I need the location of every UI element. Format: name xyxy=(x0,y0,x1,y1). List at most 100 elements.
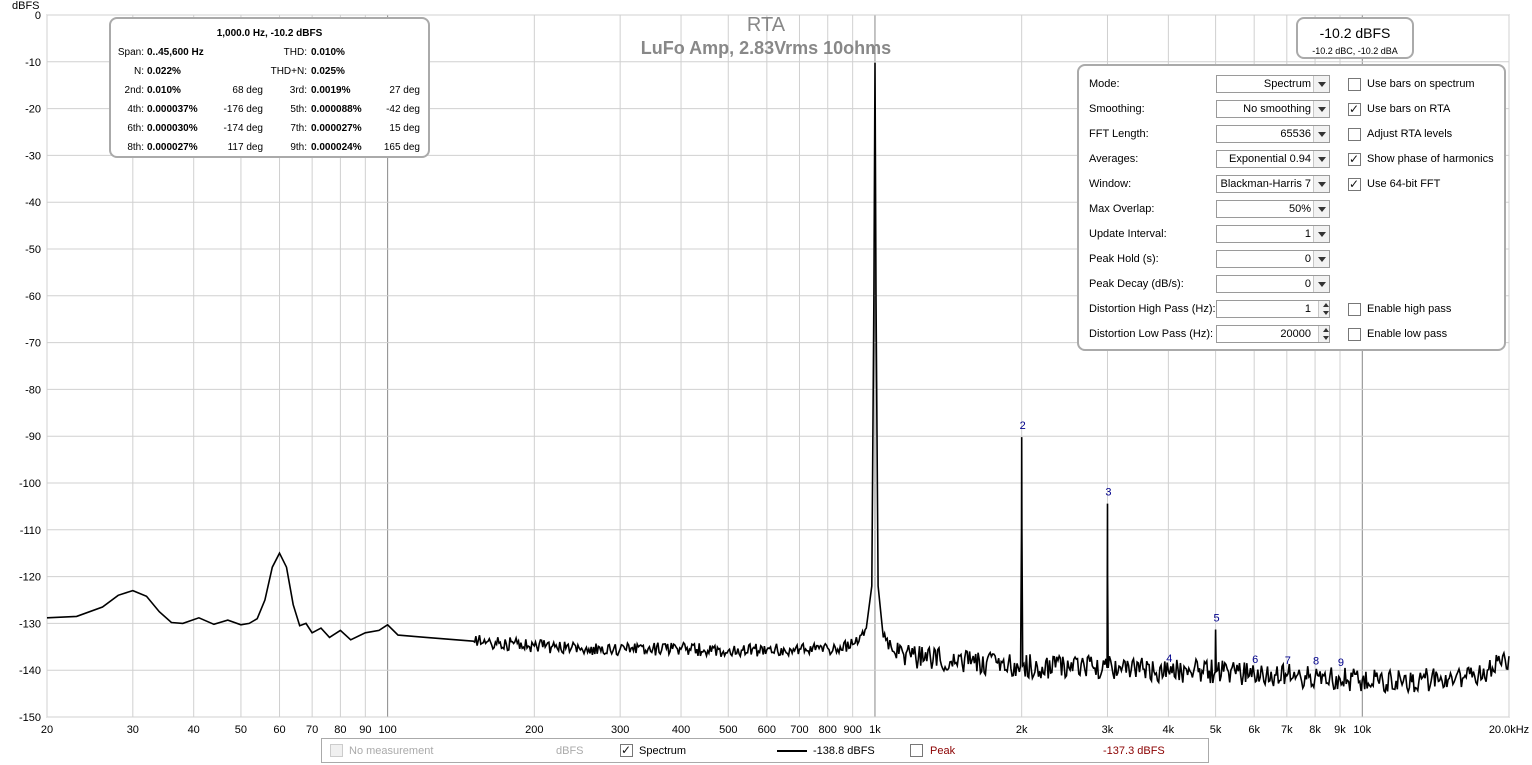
thdn-label: THD+N: xyxy=(270,66,307,77)
peak-checkbox[interactable] xyxy=(910,744,923,757)
setting-dropdown[interactable]: Exponential 0.94 xyxy=(1216,150,1330,168)
peak-label: Peak xyxy=(930,745,956,757)
x-tick-label: 600 xyxy=(758,724,776,736)
setting-dropdown[interactable]: 0 xyxy=(1216,250,1330,268)
spin-down-icon[interactable] xyxy=(1323,311,1329,315)
x-tick-label: 2k xyxy=(1016,724,1028,736)
y-tick-label: -120 xyxy=(19,572,41,584)
x-tick-label: 6k xyxy=(1248,724,1260,736)
harmonic-value: 0.000088% xyxy=(311,104,362,115)
y-tick-label: -50 xyxy=(25,244,41,256)
setting-value: Spectrum xyxy=(1263,78,1311,90)
x-tick-label: 800 xyxy=(819,724,837,736)
x-tick-label: 1k xyxy=(869,724,881,736)
x-tick-label: 3k xyxy=(1102,724,1114,736)
chevron-down-icon[interactable] xyxy=(1313,126,1329,142)
spin-up-icon[interactable] xyxy=(1323,303,1329,307)
spin-arrows-icon[interactable] xyxy=(1318,326,1329,342)
setting-spinbox[interactable]: 1 xyxy=(1216,300,1330,318)
chevron-down-icon[interactable] xyxy=(1313,201,1329,217)
harmonic-value: 0.000024% xyxy=(311,142,362,153)
setting-value: Exponential 0.94 xyxy=(1229,153,1311,165)
chevron-down-icon[interactable] xyxy=(1313,101,1329,117)
option-checkbox[interactable] xyxy=(1348,128,1361,141)
x-tick-label: 900 xyxy=(843,724,861,736)
harmonic-label: 5th: xyxy=(290,104,307,115)
harmonic-label: 6th: xyxy=(127,123,144,134)
chevron-down-icon[interactable] xyxy=(1313,226,1329,242)
x-tick-label: 700 xyxy=(790,724,808,736)
chevron-down-icon[interactable] xyxy=(1313,251,1329,267)
option-checkbox[interactable] xyxy=(1348,102,1361,116)
chevron-down-icon[interactable] xyxy=(1313,176,1329,192)
noise-label: N: xyxy=(134,66,144,77)
y-tick-label: -140 xyxy=(19,665,41,677)
option-label: Use 64-bit FFT xyxy=(1367,178,1441,190)
chevron-down-icon[interactable] xyxy=(1313,276,1329,292)
option-label: Enable high pass xyxy=(1367,303,1452,315)
harmonic-value: 0.000030% xyxy=(147,123,198,134)
y-tick-label: -30 xyxy=(25,150,41,162)
spectrum-value: -138.8 dBFS xyxy=(813,745,875,757)
y-tick-label: 0 xyxy=(35,10,41,22)
setting-label: Averages: xyxy=(1089,153,1139,165)
setting-dropdown[interactable]: No smoothing xyxy=(1216,100,1330,118)
setting-label: Window: xyxy=(1089,178,1132,190)
option-checkbox[interactable] xyxy=(1348,328,1361,341)
x-tick-label: 5k xyxy=(1210,724,1222,736)
spectrum-line xyxy=(46,62,1510,695)
harmonic-value: 0.000027% xyxy=(147,142,198,153)
harmonic-marker-label: 6 xyxy=(1252,654,1258,666)
option-checkbox[interactable] xyxy=(1348,177,1361,191)
x-tick-label: 8k xyxy=(1309,724,1321,736)
harmonic-marker-label: 3 xyxy=(1105,487,1111,499)
level-sub: -10.2 dBC, -10.2 dBA xyxy=(1312,46,1398,56)
setting-label: Max Overlap: xyxy=(1089,203,1155,215)
setting-value: No smoothing xyxy=(1243,103,1311,115)
unit-label: dBFS xyxy=(556,745,584,757)
spin-down-icon[interactable] xyxy=(1323,336,1329,340)
setting-dropdown[interactable]: Blackman-Harris 7 xyxy=(1216,175,1330,193)
span-label: Span: xyxy=(117,47,144,58)
x-tick-label: 200 xyxy=(525,724,543,736)
option-checkbox[interactable] xyxy=(1348,152,1361,166)
setting-spinbox[interactable]: 20000 xyxy=(1216,325,1330,343)
spin-up-icon[interactable] xyxy=(1323,328,1329,332)
chevron-down-icon[interactable] xyxy=(1313,151,1329,167)
harmonic-phase: -176 deg xyxy=(223,104,263,115)
y-axis-label: dBFS xyxy=(12,0,40,12)
harmonic-marker-label: 9 xyxy=(1338,657,1344,669)
level-main: -10.2 dBFS xyxy=(1319,25,1391,41)
setting-value: 50% xyxy=(1288,203,1311,215)
setting-value: 65536 xyxy=(1280,128,1311,140)
harmonic-label: 2nd: xyxy=(124,85,144,96)
x-tick-label: 100 xyxy=(378,724,396,736)
harmonic-label: 7th: xyxy=(290,123,307,134)
chevron-down-icon[interactable] xyxy=(1313,76,1329,92)
distortion-header: 1,000.0 Hz, -10.2 dBFS xyxy=(216,28,323,39)
setting-value: 20000 xyxy=(1280,328,1311,340)
settings-panel: Mode: Spectrum Smoothing: No smoothing FFT L… xyxy=(1077,64,1506,351)
setting-dropdown[interactable]: 65536 xyxy=(1216,125,1330,143)
setting-dropdown[interactable]: 0 xyxy=(1216,275,1330,293)
setting-dropdown[interactable]: Spectrum xyxy=(1216,75,1330,93)
option-checkbox[interactable] xyxy=(1348,303,1361,316)
harmonic-phase: 165 deg xyxy=(383,142,420,153)
span-value: 0..45,600 Hz xyxy=(147,47,204,58)
peak-value: -137.3 dBFS xyxy=(1103,745,1165,757)
spin-arrows-icon[interactable] xyxy=(1318,301,1329,317)
x-tick-label: 70 xyxy=(306,724,318,736)
level-readout: -10.2 dBFS -10.2 dBC, -10.2 dBA xyxy=(1296,17,1414,59)
x-tick-label: 30 xyxy=(127,724,139,736)
spectrum-checkbox[interactable] xyxy=(620,743,633,757)
option-label: Show phase of harmonics xyxy=(1367,153,1494,165)
harmonic-phase: 117 deg xyxy=(227,142,263,153)
option-checkbox[interactable] xyxy=(1348,78,1361,91)
x-tick-label: 400 xyxy=(672,724,690,736)
x-tick-label: 40 xyxy=(188,724,200,736)
harmonic-phase: 15 deg xyxy=(389,123,420,134)
setting-dropdown[interactable]: 1 xyxy=(1216,225,1330,243)
noise-value: 0.022% xyxy=(147,66,181,77)
setting-dropdown[interactable]: 50% xyxy=(1216,200,1330,218)
harmonic-phase: -42 deg xyxy=(386,104,420,115)
